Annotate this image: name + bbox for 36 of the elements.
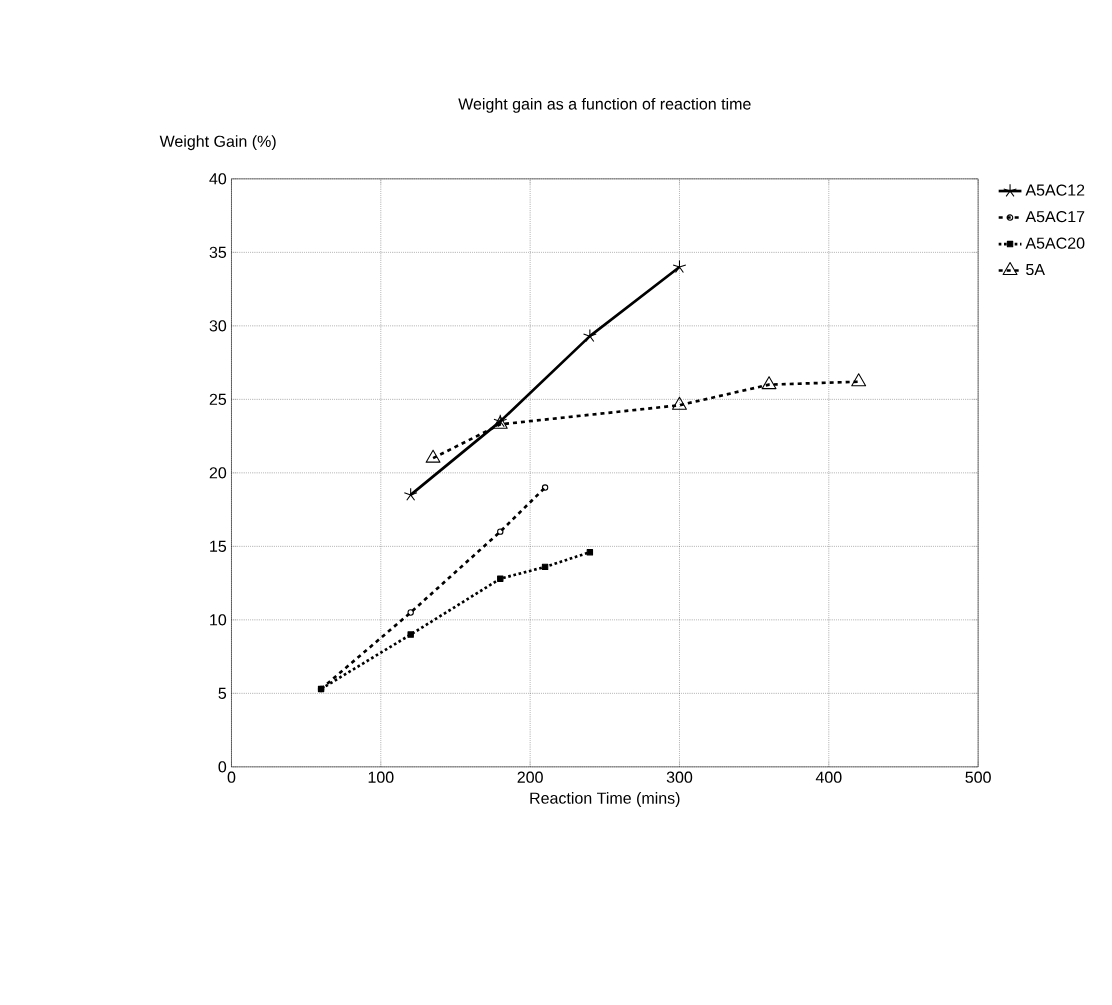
x-axis-title: Reaction Time (mins) [530, 792, 680, 807]
y-tick-label: 20 [209, 467, 227, 479]
chart-title: Weight gain as a function of reaction time [458, 97, 751, 113]
x-tick-label: 300 [666, 771, 693, 783]
point [541, 563, 549, 571]
x-tick-label: 100 [368, 771, 394, 783]
y-tick-label: 25 [209, 393, 227, 405]
y-tick-label: 30 [209, 320, 227, 332]
point [497, 575, 504, 582]
point [403, 487, 418, 501]
point [672, 259, 687, 273]
point [586, 549, 594, 556]
y-tick-label: 40 [209, 173, 227, 185]
point [407, 631, 414, 638]
x-tick-label: 500 [965, 771, 991, 783]
point [425, 449, 441, 463]
y-tick-label: 10 [210, 614, 227, 626]
y-tick-label: 35 [209, 246, 227, 258]
point [407, 609, 414, 616]
legend-label: A5AC12 [1025, 184, 1085, 196]
y-tick-label: 5 [218, 687, 227, 699]
x-tick-label: 0 [227, 771, 236, 783]
point [761, 376, 777, 390]
point [497, 528, 504, 535]
legend-label: 5A [1026, 263, 1045, 276]
point [851, 373, 867, 387]
point [541, 484, 549, 491]
legend-label: A5AC17 [1025, 210, 1085, 223]
x-tick-label: 400 [815, 771, 842, 783]
point [672, 396, 687, 410]
y-axis-title: Weight Gain (%) [159, 135, 276, 151]
y-tick-label: 15 [210, 540, 227, 552]
y-tick-label: 0 [218, 761, 227, 773]
x-tick-label: 200 [517, 771, 543, 783]
legend-label: A5AC20 [1025, 237, 1085, 249]
point [582, 328, 597, 343]
